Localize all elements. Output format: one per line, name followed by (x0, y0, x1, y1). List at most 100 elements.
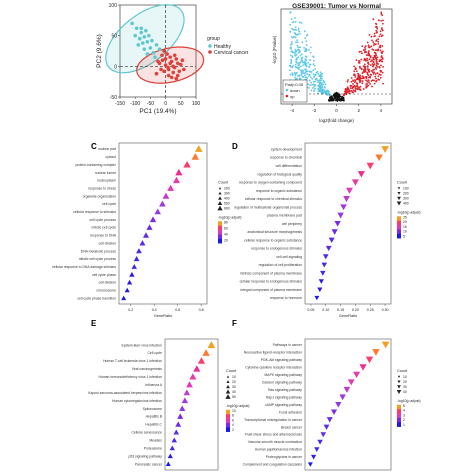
up-gene-point (363, 59, 366, 61)
up-gene-point (367, 44, 370, 47)
kegg_f-term-label: Neuroactive ligand-receptor interaction (244, 350, 302, 354)
go_bp_d-colorbar-segment (397, 216, 401, 221)
go_bp_c-term-label: organelle organization (83, 194, 116, 198)
up-gene-point (380, 55, 383, 58)
up-gene-point (349, 84, 352, 87)
up-gene-point (372, 44, 375, 47)
kegg_e-mark (175, 421, 182, 427)
up-gene-point (376, 61, 378, 63)
up-gene-point (350, 89, 353, 92)
up-gene-point (372, 72, 375, 75)
healthy-point (139, 30, 144, 35)
up-gene-point (355, 59, 358, 62)
up-gene-point (356, 84, 359, 87)
go_bp_d-count-label: 400 (403, 202, 409, 206)
go_bp_d-mark (321, 262, 328, 268)
go_bp_c-term-label: response to DNA (90, 234, 117, 238)
up-gene-point (373, 71, 376, 74)
down-gene-point (304, 37, 307, 40)
cancer-point (169, 75, 174, 80)
cancer-point (165, 52, 169, 56)
kegg_e-mark (193, 365, 201, 372)
down-gene-point (310, 71, 313, 73)
up-gene-point (361, 52, 363, 55)
up-gene-point (366, 41, 369, 44)
kegg_e-term-label: Hepatitis B (146, 415, 163, 419)
down-gene-point (299, 54, 302, 57)
kegg_e-term-label: Hepatitis C (145, 423, 162, 427)
down-gene-point (296, 41, 299, 44)
down-gene-point (314, 73, 317, 76)
kegg_e-mark (169, 445, 175, 451)
go_bp_d-color-label: 25 (403, 215, 407, 219)
kegg_e-count-marker (226, 384, 230, 389)
ns-gene-point (328, 98, 330, 101)
up-gene-point (362, 49, 365, 51)
volcano-legend-marker (285, 94, 289, 98)
up-gene-point (377, 38, 380, 40)
kegg_e-colorbar-segment (226, 422, 230, 428)
volcano-legend-label: down (290, 88, 300, 93)
go_bp_d-count-title: Count (397, 180, 408, 184)
down-gene-point (305, 76, 307, 79)
down-gene-point (314, 87, 316, 90)
down-gene-point (309, 76, 312, 79)
kegg_f-count-title: Count (397, 369, 408, 373)
up-gene-point (354, 76, 357, 78)
kegg_e-count-marker (226, 375, 230, 378)
kegg_f-mark (365, 356, 374, 364)
up-gene-point (381, 57, 384, 60)
up-gene-point (365, 51, 368, 53)
pca-panel: -150 -100 -50 0 50 100 -50 0 50 100 PC1 (19.4%) PC2… (96, 3, 249, 115)
up-gene-point (365, 85, 368, 87)
go_bp_c-color-label: 20 (224, 239, 228, 243)
go_bp_c-term-label: cell cycle (102, 202, 116, 206)
kegg_e-count-label: 30 (232, 385, 236, 389)
healthy-point (139, 26, 144, 31)
cancer-point (180, 58, 185, 62)
kegg_f-mark (339, 394, 346, 401)
down-gene-point (291, 66, 294, 69)
volcano-legend-marker (285, 88, 289, 92)
kegg_f-color-label: 2 (403, 418, 405, 422)
up-gene-point (358, 65, 361, 68)
go_bp_c-count-marker (217, 201, 223, 206)
down-gene-point (298, 50, 301, 53)
up-gene-point (373, 35, 375, 38)
up-gene-point (381, 34, 384, 37)
up-gene-point (375, 25, 378, 28)
go_bp_d-count-marker (397, 192, 401, 195)
go_bp_d-count-marker (397, 196, 401, 201)
kegg_e-mark (202, 349, 210, 356)
kegg_e-mark (189, 373, 197, 380)
kegg_e-mark (183, 389, 191, 396)
down-gene-point (289, 74, 292, 76)
down-gene-point (315, 78, 318, 80)
down-gene-point (306, 77, 309, 79)
go_bp_c-count-marker (218, 196, 222, 200)
down-gene-point (314, 68, 317, 70)
kegg_f-mark (343, 386, 351, 393)
down-gene-point (289, 30, 292, 33)
kegg_f-count-label: 40 (403, 390, 407, 394)
down-gene-point (298, 75, 301, 77)
up-gene-point (368, 58, 371, 61)
up-gene-point (356, 88, 358, 90)
up-gene-point (364, 70, 367, 73)
cancer-point (160, 58, 165, 62)
down-gene-point (304, 58, 307, 60)
kegg_e-frame (164, 338, 219, 471)
go_bp_d-mark (381, 146, 389, 153)
go_bp_d-term-label: cellular response to endogenous stimulus (240, 280, 303, 284)
panel-label-d: D (232, 142, 238, 151)
up-gene-point (369, 64, 372, 67)
cancer-point (163, 57, 168, 61)
kegg_e-term-label: Viral carcinogenesis (132, 367, 163, 371)
ns-gene-point (339, 98, 342, 101)
up-gene-point (375, 79, 378, 82)
down-gene-point (303, 47, 306, 49)
down-gene-point (318, 90, 321, 93)
healthy-point (151, 51, 156, 55)
up-gene-point (377, 48, 380, 51)
kegg_f-count-label: 10 (403, 375, 407, 379)
